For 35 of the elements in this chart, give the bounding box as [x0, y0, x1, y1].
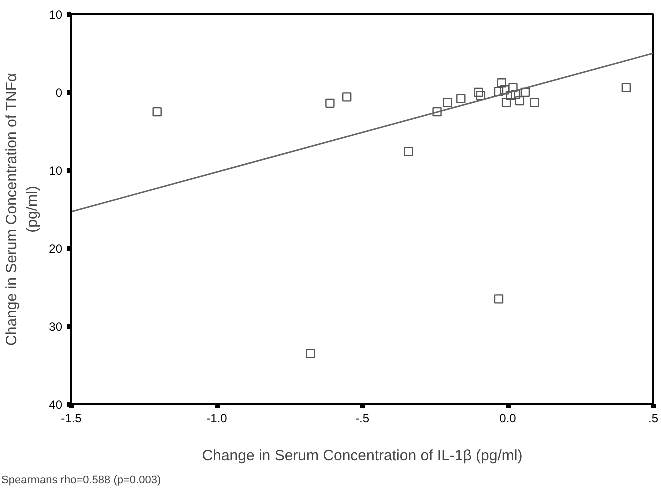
point: [474, 88, 484, 98]
point: [443, 98, 452, 108]
point: [306, 349, 316, 358]
x-tick-label: -1.5: [61, 412, 82, 426]
x-tick-label: -1.0: [206, 412, 228, 426]
y-tick-label: 10: [49, 8, 63, 22]
y-tick-label: 20: [49, 242, 63, 256]
point: [152, 107, 162, 117]
point: [520, 88, 530, 98]
point: [502, 98, 512, 108]
point: [404, 147, 414, 156]
point: [456, 94, 466, 104]
x-tick-label: .5: [648, 412, 659, 426]
y-tick-label: 40: [49, 398, 63, 412]
point: [476, 91, 486, 100]
point: [622, 83, 632, 92]
point: [342, 92, 352, 102]
point: [530, 98, 540, 108]
y-axis-title: Change in Serum Concentration of TNFα (pg/ml): [4, 72, 42, 346]
x-axis-title: Change in Serum Concentration of IL-1β (pg/ml): [202, 448, 523, 464]
y-tick-label: 30: [49, 320, 63, 334]
point: [494, 294, 504, 304]
point: [494, 87, 504, 96]
point: [510, 90, 520, 100]
point: [506, 91, 516, 100]
y-tick-label: 0: [56, 86, 63, 100]
point: [432, 107, 442, 117]
point: [508, 83, 518, 92]
y-tick-label: 10: [49, 164, 63, 178]
x-tick-label: -.5: [356, 412, 370, 426]
point: [515, 96, 525, 106]
point: [497, 78, 506, 88]
text: Spearmans rho=0.588 (p=0.003): [2, 474, 162, 486]
point: [326, 98, 335, 108]
x-tick-label: 0.0: [500, 412, 517, 426]
